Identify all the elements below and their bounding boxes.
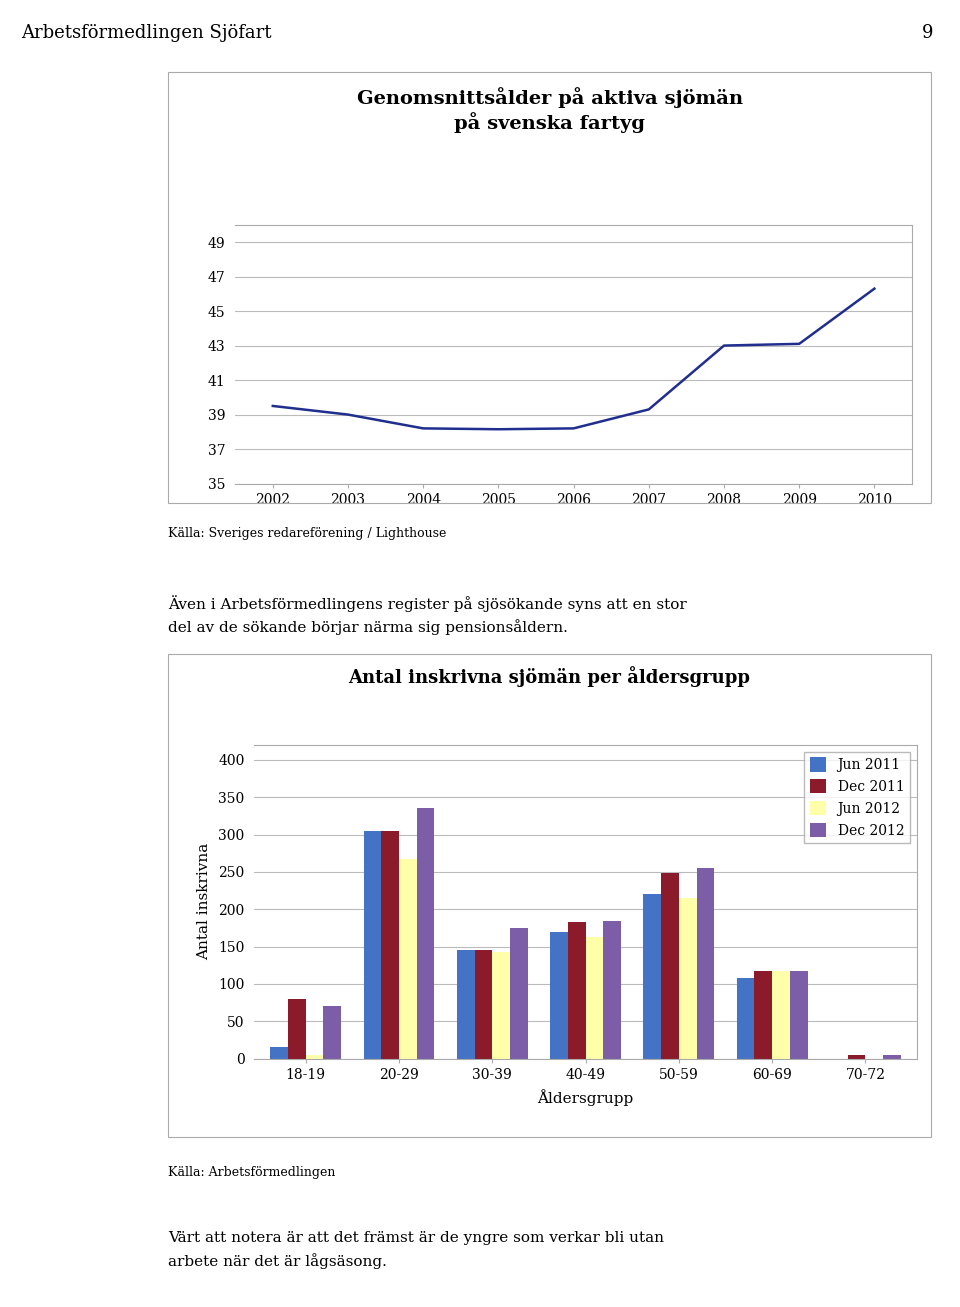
Bar [457, 950, 474, 1059]
Bar [305, 1055, 324, 1059]
Bar [568, 921, 586, 1059]
Bar [271, 1047, 288, 1059]
Bar [697, 868, 714, 1059]
Bar [324, 1006, 341, 1059]
Text: Källa: Arbetsförmedlingen: Källa: Arbetsförmedlingen [168, 1166, 335, 1179]
Bar [736, 978, 755, 1059]
Bar [772, 971, 790, 1059]
Bar [661, 873, 679, 1059]
Bar [550, 932, 568, 1059]
Bar [510, 928, 528, 1059]
Text: Antal inskrivna sjömän per åldersgrupp: Antal inskrivna sjömän per åldersgrupp [348, 667, 751, 687]
Bar [790, 971, 807, 1059]
Text: 9: 9 [922, 24, 933, 42]
Bar [381, 831, 399, 1059]
Bar [417, 809, 435, 1059]
Bar [364, 831, 381, 1059]
Bar [883, 1055, 900, 1059]
Bar [399, 859, 417, 1059]
Bar [288, 999, 305, 1059]
Text: Även i Arbetsförmedlingens register på sjösökande syns att en stor
del av de sök: Även i Arbetsförmedlingens register på s… [168, 595, 686, 635]
Text: Källa: Sveriges redareförening / Lighthouse: Källa: Sveriges redareförening / Lightho… [168, 527, 446, 540]
Bar [474, 950, 492, 1059]
Text: Arbetsförmedlingen Sjöfart: Arbetsförmedlingen Sjöfart [21, 24, 272, 42]
Bar [755, 971, 772, 1059]
Bar [492, 951, 510, 1059]
Bar [586, 937, 603, 1059]
Bar [603, 920, 621, 1059]
Y-axis label: Antal inskrivna: Antal inskrivna [198, 843, 211, 961]
Text: Genomsnittsålder på aktiva sjömän
på svenska fartyg: Genomsnittsålder på aktiva sjömän på sve… [356, 88, 743, 133]
Legend: Jun 2011, Dec 2011, Jun 2012, Dec 2012: Jun 2011, Dec 2011, Jun 2012, Dec 2012 [804, 752, 910, 843]
Text: Värt att notera är att det främst är de yngre som verkar bli utan
arbete när det: Värt att notera är att det främst är de … [168, 1231, 664, 1269]
Bar [679, 898, 697, 1059]
X-axis label: Åldersgrupp: Åldersgrupp [538, 1089, 634, 1106]
Bar [643, 894, 661, 1059]
Bar [848, 1055, 866, 1059]
